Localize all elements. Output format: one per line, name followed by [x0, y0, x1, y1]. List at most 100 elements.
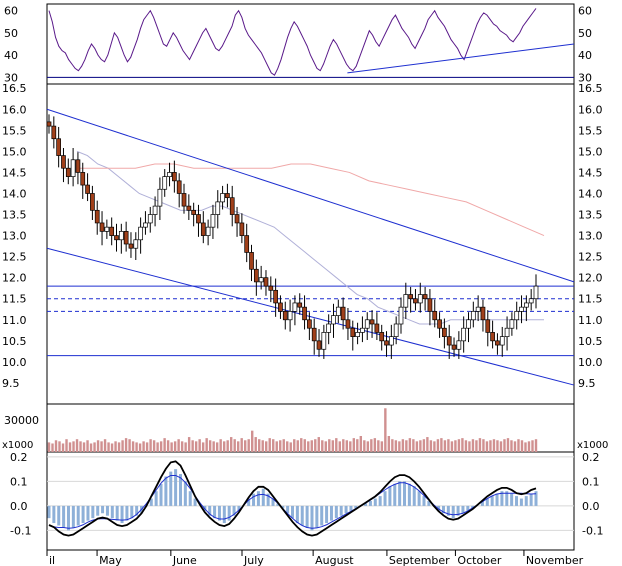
macd-histogram-bar: [159, 483, 163, 506]
volume-bar: [457, 439, 461, 452]
macd-histogram-bar: [320, 505, 324, 526]
price-candle-body: [311, 327, 317, 342]
volume-bar: [212, 441, 215, 452]
macd-histogram-bar: [480, 501, 484, 506]
volume-bar: [82, 442, 86, 452]
rsi-tick-left: 40: [4, 49, 18, 62]
volume-bar: [475, 440, 478, 452]
price-candle-body: [393, 323, 399, 337]
volume-bar: [363, 440, 366, 452]
volume-bar: [68, 442, 72, 452]
macd-histogram-bar: [383, 491, 387, 506]
macd-histogram-bar: [217, 505, 221, 521]
x-axis-month-label: October: [457, 554, 501, 566]
macd-histogram-bar: [266, 493, 270, 506]
volume-bar: [419, 440, 422, 452]
price-tick-right: 12.0: [578, 272, 603, 285]
macd-histogram-bar: [154, 491, 158, 506]
macd-panel-frame: [46, 451, 575, 551]
volume-bar: [429, 440, 433, 452]
volume-bar: [377, 440, 380, 452]
macd-histogram-bar: [256, 491, 260, 506]
volume-tick-left: 30000: [4, 414, 39, 427]
macd-histogram-bar: [403, 481, 407, 506]
volume-bar: [194, 441, 198, 452]
macd-histogram-bar: [286, 505, 290, 514]
price-tick-right: 14.0: [578, 187, 603, 200]
macd-histogram-bar: [305, 505, 309, 528]
macd-histogram-bar: [505, 491, 509, 506]
macd-histogram-bar: [368, 501, 372, 506]
volume-bar: [450, 441, 454, 452]
macd-histogram-bar: [349, 505, 353, 511]
macd-histogram-bar: [339, 505, 343, 516]
macd-histogram-bar: [130, 505, 134, 519]
price-candle-body: [360, 327, 365, 333]
price-candle-body: [191, 209, 197, 215]
price-candle-body: [152, 205, 158, 215]
volume-bar: [506, 438, 510, 452]
macd-histogram-bar: [344, 505, 348, 514]
macd-series: [47, 460, 538, 537]
price-candle-body: [138, 226, 143, 241]
price-candle-body: [118, 231, 124, 241]
volume-bar: [117, 442, 121, 452]
volume-bar: [131, 441, 135, 452]
rsi-tick-left: 50: [4, 27, 18, 40]
volume-bar: [89, 443, 93, 452]
volume-bar: [412, 439, 415, 452]
price-candle-body: [369, 319, 375, 325]
macd-histogram-bar: [164, 476, 168, 506]
macd-histogram-bar: [237, 505, 241, 511]
macd-histogram-bar: [471, 505, 475, 509]
volume-bar: [464, 440, 468, 452]
price-candle-body: [335, 306, 341, 316]
price-tick-right: 16.5: [578, 82, 603, 95]
volume-bar: [149, 439, 152, 452]
macd-histogram-bar: [393, 483, 397, 506]
x-axis-month-label: September: [389, 554, 450, 566]
price-candle-body: [485, 319, 491, 333]
macd-histogram-bar: [227, 505, 231, 521]
price-candle-body: [94, 209, 100, 224]
macd-histogram-bar: [388, 486, 392, 506]
price-candle-body: [331, 315, 336, 325]
volume-bar: [251, 430, 254, 452]
volume-bar: [166, 440, 170, 452]
price-candle-body: [215, 201, 221, 215]
macd-tick-left: -0.1: [10, 524, 31, 537]
channel-line: [46, 108, 575, 283]
macd-histogram-bar: [252, 493, 256, 506]
rsi-tick-left: 30: [4, 71, 18, 84]
macd-histogram-bar: [86, 505, 90, 521]
price-tick-left: 16.0: [2, 103, 27, 116]
macd-histogram-bar: [354, 505, 358, 509]
price-candle-body: [167, 172, 172, 177]
price-candle-body: [220, 193, 225, 203]
volume-bar: [324, 441, 327, 452]
macd-histogram-bar: [524, 496, 528, 506]
macd-histogram-bar: [174, 469, 178, 506]
volume-bar: [454, 440, 457, 452]
macd-histogram-bar: [76, 505, 80, 526]
macd-histogram-bar: [222, 505, 226, 524]
volume-bar: [534, 439, 538, 452]
price-candle-body: [51, 125, 57, 140]
price-tick-right: 16.0: [578, 103, 603, 116]
price-candle-body: [56, 138, 61, 156]
price-series: [46, 108, 575, 386]
price-candle-body: [287, 311, 293, 321]
volume-bar: [187, 437, 191, 452]
price-candle-body: [413, 298, 418, 304]
volume-bar: [436, 439, 440, 452]
macd-histogram-bar: [534, 491, 538, 506]
x-axis-month-label: November: [526, 554, 584, 566]
volume-bar: [461, 438, 464, 452]
volume-bar: [240, 438, 243, 452]
price-tick-left: 9.5: [2, 377, 20, 390]
volume-bar: [482, 439, 485, 452]
macd-histogram-bar: [52, 505, 56, 524]
right-axis-labels: 30 40 50 60 9.5 10.0 10.5 11.0 11.5 12.0 12.5 13.0 1…: [578, 5, 603, 538]
volume-bar: [275, 441, 278, 452]
volume-bar: [51, 443, 54, 452]
